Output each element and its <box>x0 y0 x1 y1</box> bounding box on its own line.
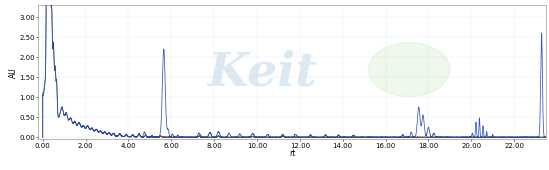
X-axis label: rt: rt <box>289 149 295 158</box>
Text: Keit: Keit <box>207 49 317 95</box>
Ellipse shape <box>368 43 450 96</box>
Y-axis label: AU: AU <box>9 67 18 78</box>
